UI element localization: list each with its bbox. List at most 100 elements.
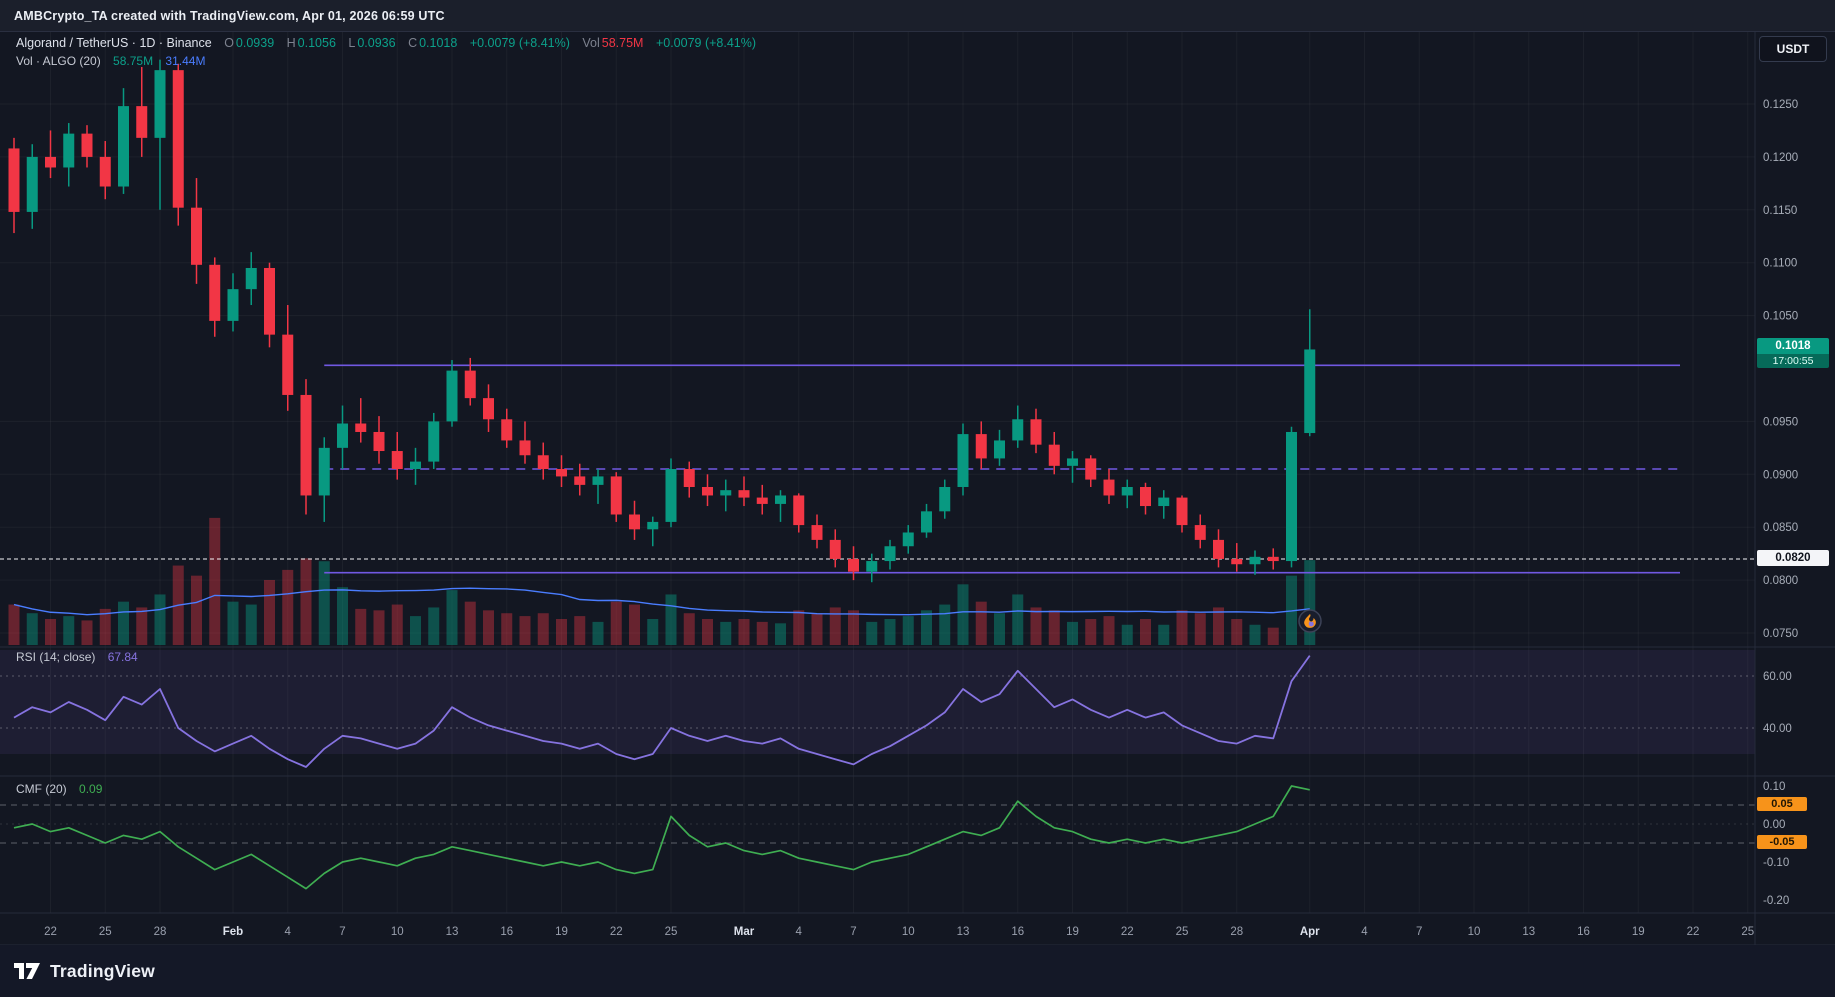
candle-body (172, 70, 184, 208)
rsi-indicator-legend[interactable]: RSI (14; close) 67.84 (16, 650, 138, 664)
candle-body (464, 370, 476, 399)
time-axis-label: 7 (339, 926, 345, 938)
candle-body (1249, 556, 1261, 565)
volume-label: Vol (582, 36, 600, 50)
candle-body (209, 264, 221, 321)
symbol-legend[interactable]: Algorand / TetherUS · 1D · Binance O 0.09… (16, 36, 756, 50)
volume-bar (501, 613, 513, 645)
close-label: C (408, 36, 418, 50)
volume-bar (410, 616, 421, 645)
volume-bar (1012, 594, 1024, 645)
time-axis-label: 13 (1522, 926, 1535, 938)
volume-bar (829, 607, 841, 645)
candle-body (318, 447, 330, 496)
time-axis-label: 16 (1577, 926, 1590, 938)
candle-body (136, 106, 148, 138)
price-axis-label: 0.1200 (1763, 152, 1798, 164)
candle-body (866, 561, 878, 572)
candle-body (1121, 486, 1133, 496)
candle-body (647, 521, 659, 530)
candle-body (975, 434, 987, 459)
candle-body (264, 267, 275, 335)
cmf-lower-level-badge: -0.05 (1757, 835, 1807, 849)
volume-change-value: +0.0079 (+8.41%) (655, 36, 757, 50)
time-axis-label: Feb (223, 926, 243, 938)
volume-bar (1158, 624, 1170, 645)
candle-body (428, 421, 440, 462)
candle-body (848, 558, 859, 572)
volume-bar (63, 616, 75, 645)
candle-body (1103, 479, 1115, 496)
candle-body (191, 207, 202, 265)
candle-body (1267, 556, 1279, 562)
volume-ma-line (13, 587, 1310, 616)
candle-body (355, 423, 367, 432)
volume-bar (665, 594, 677, 645)
candle-body (556, 469, 567, 477)
volume-bar (957, 584, 969, 645)
volume-bar (118, 601, 129, 645)
brand-wordmark[interactable]: TradingView (50, 960, 155, 981)
cmf-axis-label: -0.20 (1763, 895, 1789, 907)
time-axis-label: 7 (850, 926, 856, 938)
price-axis-label: 0.1150 (1763, 205, 1797, 217)
volume-bar (793, 610, 805, 645)
candle-body (537, 455, 549, 470)
price-axis-label: 0.0900 (1763, 469, 1798, 481)
volume-bar (337, 587, 348, 645)
candle-body (683, 469, 695, 487)
candle-countdown: 17:00:55 (1757, 354, 1829, 368)
candle-body (939, 486, 951, 512)
candle-body (702, 486, 713, 496)
price-axis-label: 0.0800 (1763, 575, 1798, 587)
candle-body (118, 106, 129, 187)
candle-body (1048, 444, 1060, 466)
cmf-indicator-legend[interactable]: CMF (20) 0.09 (16, 782, 102, 796)
candle-body (921, 511, 932, 533)
candle-body (227, 289, 239, 321)
volume-bar (245, 604, 257, 645)
candle-body (1012, 419, 1024, 441)
volume-bar (519, 616, 531, 645)
cmf-line (13, 785, 1310, 890)
candle-body (154, 70, 166, 138)
candle-body (410, 461, 421, 470)
candle-body (1304, 349, 1316, 434)
price-axis-label: 0.1050 (1763, 311, 1798, 323)
volume-bar (556, 619, 567, 645)
cmf-upper-level-badge: 0.05 (1757, 797, 1807, 811)
volume-bar (1194, 613, 1206, 645)
price-axis-label: 0.1100 (1763, 258, 1797, 270)
cmf-label: CMF (20) (16, 782, 67, 796)
candle-body (756, 497, 768, 504)
candle-body (8, 148, 20, 212)
volume-bar (720, 621, 732, 645)
candle-body (1030, 419, 1042, 445)
candle-body (574, 476, 586, 485)
open-label: O (224, 36, 234, 50)
time-axis-label: Mar (734, 926, 755, 938)
header-bar: AMBCrypto_TA created with TradingView.co… (0, 0, 1835, 32)
volume-bar (282, 569, 294, 645)
current-price-value: 0.1018 (1757, 338, 1829, 354)
close-value: 0.1018 (419, 36, 458, 50)
event-marker-icon[interactable] (1297, 608, 1323, 634)
time-axis-label: 16 (500, 926, 513, 938)
volume-bar (318, 561, 330, 645)
volume-indicator-legend[interactable]: Vol · ALGO (20) 58.75M 31.44M (16, 54, 205, 68)
rsi-axis-label: 40.00 (1763, 723, 1792, 735)
volume-bar (1176, 610, 1188, 645)
price-axis-label: 0.0950 (1763, 416, 1798, 428)
candle-body (99, 156, 111, 187)
candle-body (483, 398, 494, 420)
volume-bar (136, 607, 148, 645)
volume-bar (1304, 560, 1316, 645)
volume-bar (1249, 624, 1261, 645)
candle-body (592, 476, 604, 485)
candle-body (245, 267, 257, 290)
currency-toggle-button[interactable]: USDT (1759, 36, 1827, 62)
volume-bar (483, 610, 494, 645)
tradingview-logo-icon[interactable] (14, 962, 41, 980)
volume-bar (1067, 621, 1078, 645)
